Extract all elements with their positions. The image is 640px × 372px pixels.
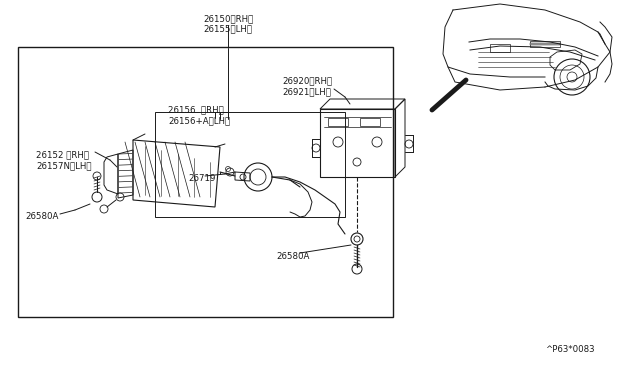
Text: 26156  （RH）: 26156 （RH）	[168, 105, 224, 114]
Text: 26156+A（LH）: 26156+A（LH）	[168, 116, 230, 125]
Text: 26150（RH）: 26150（RH）	[203, 14, 253, 23]
Bar	[360, 118, 380, 126]
Text: 26155（LH）: 26155（LH）	[204, 24, 253, 33]
Text: 26157N（LH）: 26157N（LH）	[36, 161, 92, 170]
Bar	[530, 41, 560, 47]
Text: 26719: 26719	[188, 174, 216, 183]
Text: 26580A: 26580A	[25, 212, 58, 221]
Bar	[328, 118, 348, 126]
Text: 26580A: 26580A	[276, 252, 309, 261]
Bar	[490, 44, 510, 52]
Text: 26152 （RH）: 26152 （RH）	[36, 150, 89, 159]
Bar	[320, 109, 395, 177]
Text: 26920（RH）: 26920（RH）	[282, 76, 332, 85]
Bar	[18, 47, 393, 317]
Text: ^P63*0083: ^P63*0083	[545, 345, 595, 354]
Bar	[155, 112, 345, 217]
Bar	[530, 43, 560, 45]
Text: 26921（LH）: 26921（LH）	[282, 87, 331, 96]
